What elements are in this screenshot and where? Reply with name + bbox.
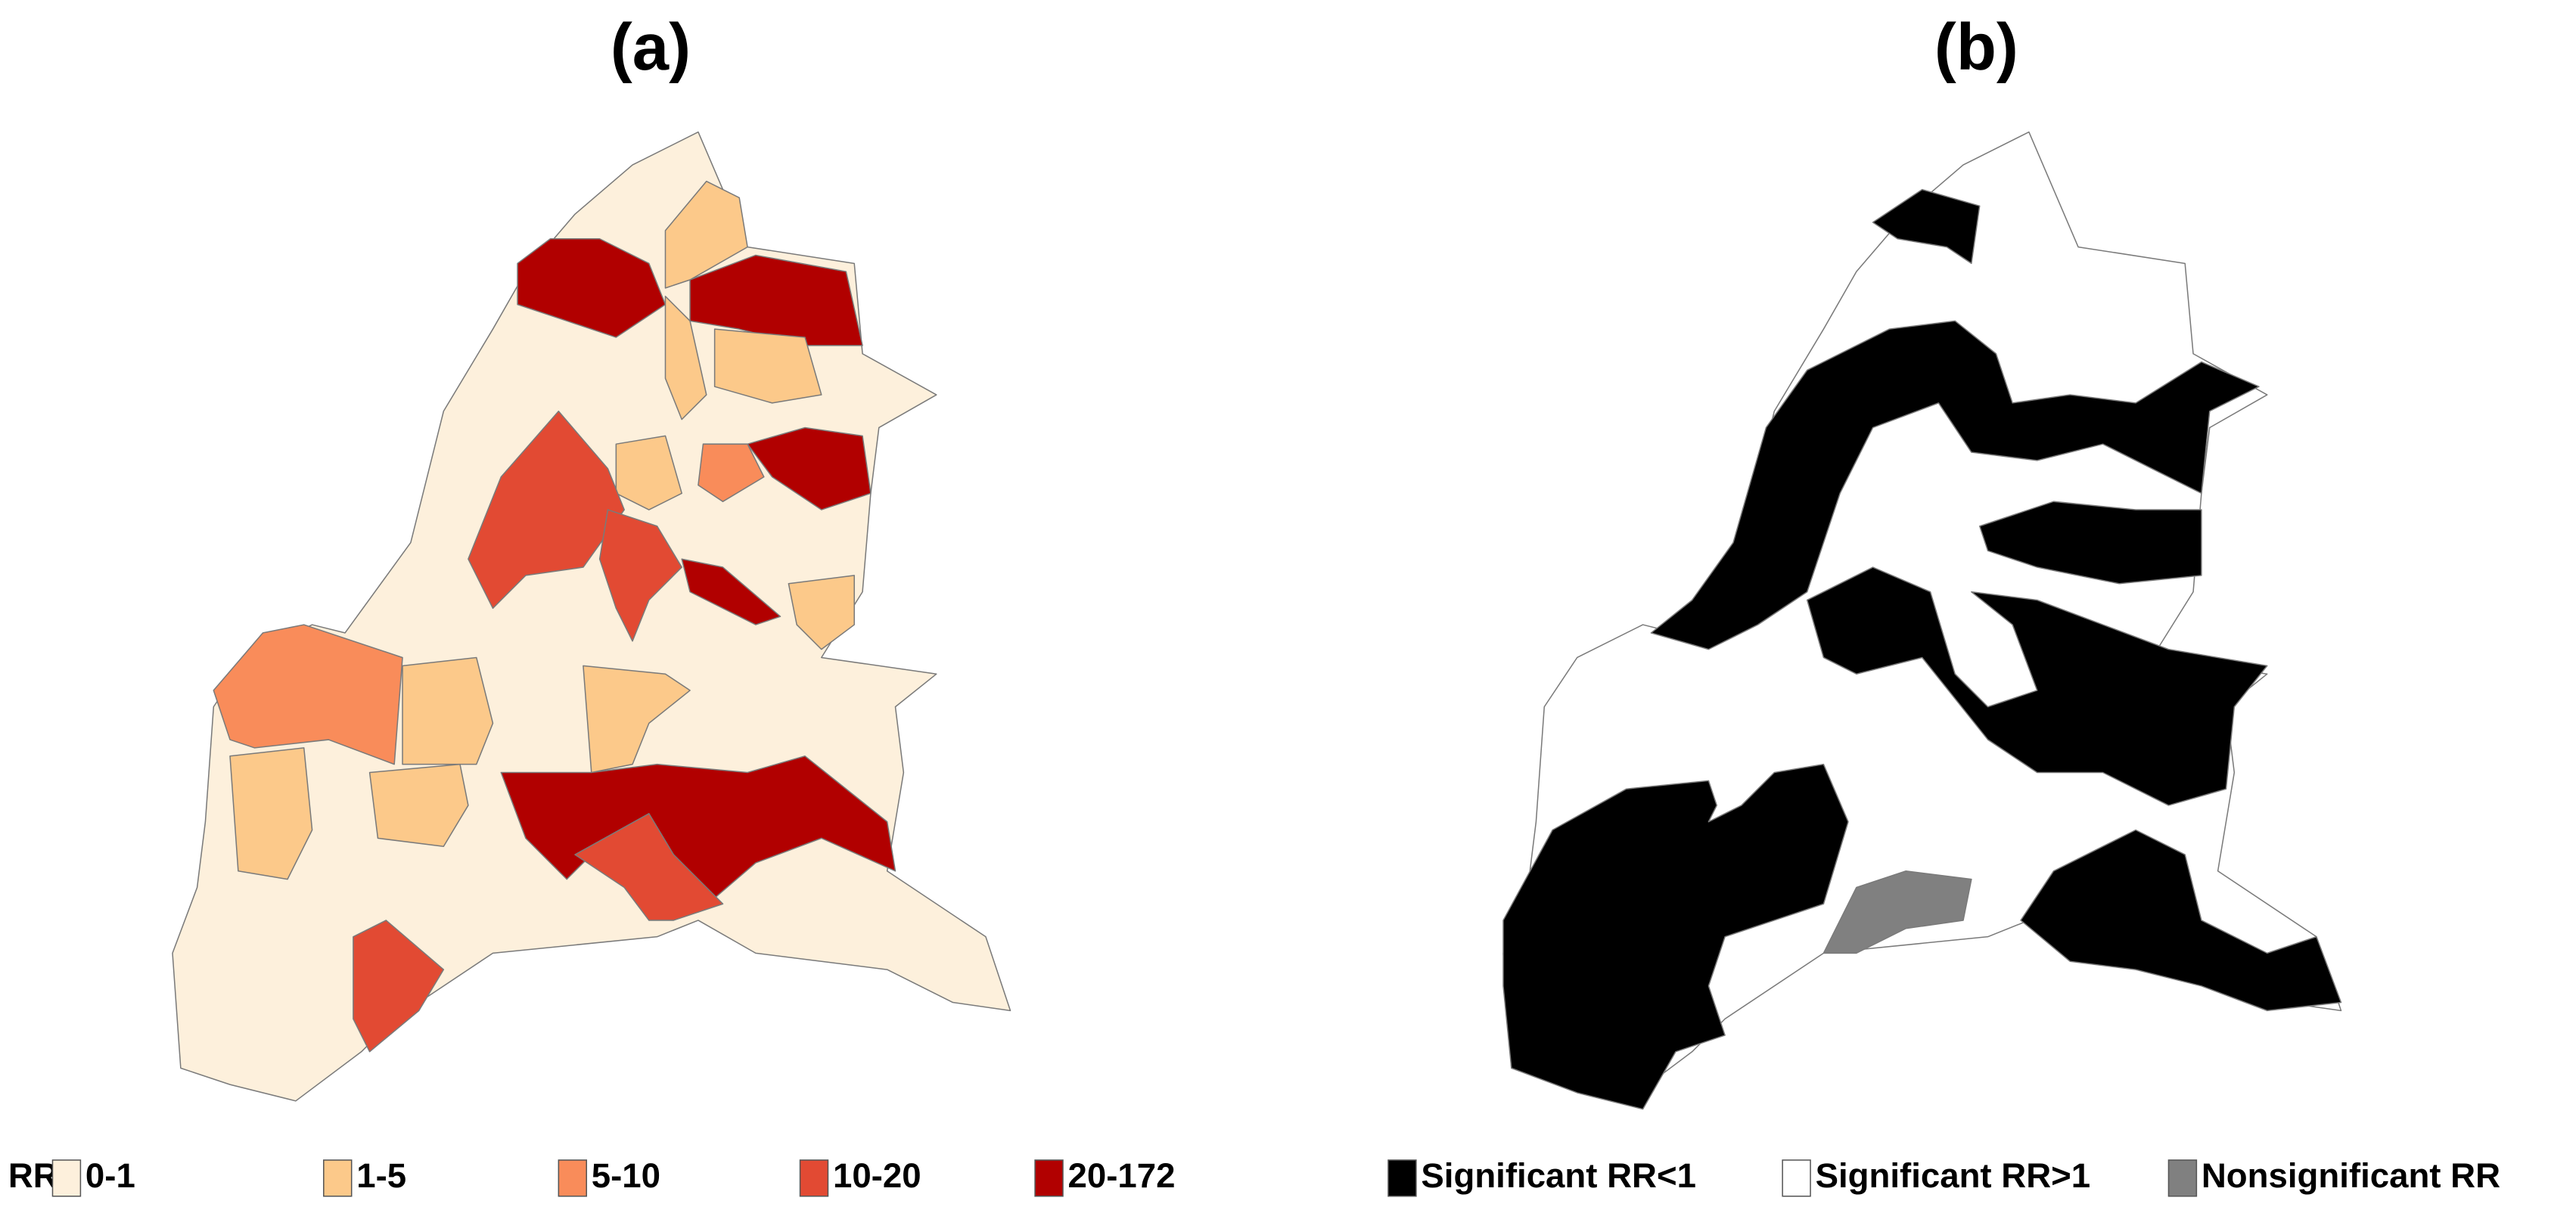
legend-label: Significant RR<1	[1421, 1156, 1696, 1195]
panel-title: (b)	[1934, 11, 2018, 84]
legend-swatch	[51, 1159, 82, 1197]
legend-label: Significant RR>1	[1816, 1156, 2091, 1195]
region	[664, 180, 748, 289]
region	[681, 558, 782, 625]
legends: 0-1 1-5 5-10 10-20 20-172 Significant RR<1 Sig…	[51, 1156, 2500, 1197]
legend-label: Nonsignificant RR	[2202, 1156, 2500, 1195]
region	[2020, 829, 2342, 1012]
region	[574, 813, 724, 921]
region	[788, 575, 855, 650]
region	[689, 254, 863, 346]
legend-swatch	[2167, 1159, 2198, 1197]
region	[368, 763, 469, 847]
region	[1806, 566, 2268, 806]
region	[1872, 188, 1981, 265]
legend-swatch	[799, 1159, 829, 1197]
legend-swatch	[1782, 1159, 1811, 1197]
region	[500, 755, 896, 913]
region	[353, 920, 445, 1053]
region	[713, 328, 822, 404]
region	[1650, 320, 2260, 650]
region	[1502, 763, 1849, 1110]
region	[598, 509, 682, 642]
region	[1822, 870, 1972, 954]
panel-title: (a)	[611, 11, 691, 84]
legend-label: 5-10	[592, 1156, 660, 1195]
region	[1978, 501, 2202, 585]
legend-swatch	[1034, 1159, 1064, 1197]
region	[213, 624, 403, 765]
region	[229, 747, 313, 880]
legend-swatch	[558, 1159, 588, 1197]
legend-label: 10-20	[833, 1156, 921, 1195]
region	[402, 656, 494, 765]
region	[747, 427, 872, 510]
legend-swatch	[1387, 1159, 1417, 1197]
region	[468, 410, 625, 610]
legend-label: 0-1	[85, 1156, 135, 1195]
region	[698, 443, 765, 502]
map-a	[172, 131, 1011, 1102]
map-b	[1502, 131, 2342, 1110]
legend-label: 20-172	[1068, 1156, 1176, 1195]
legend-swatch	[323, 1159, 353, 1197]
legend-title: RR	[8, 1156, 58, 1195]
region	[664, 295, 707, 420]
region	[615, 435, 682, 510]
legend-label: 1-5	[356, 1156, 406, 1195]
